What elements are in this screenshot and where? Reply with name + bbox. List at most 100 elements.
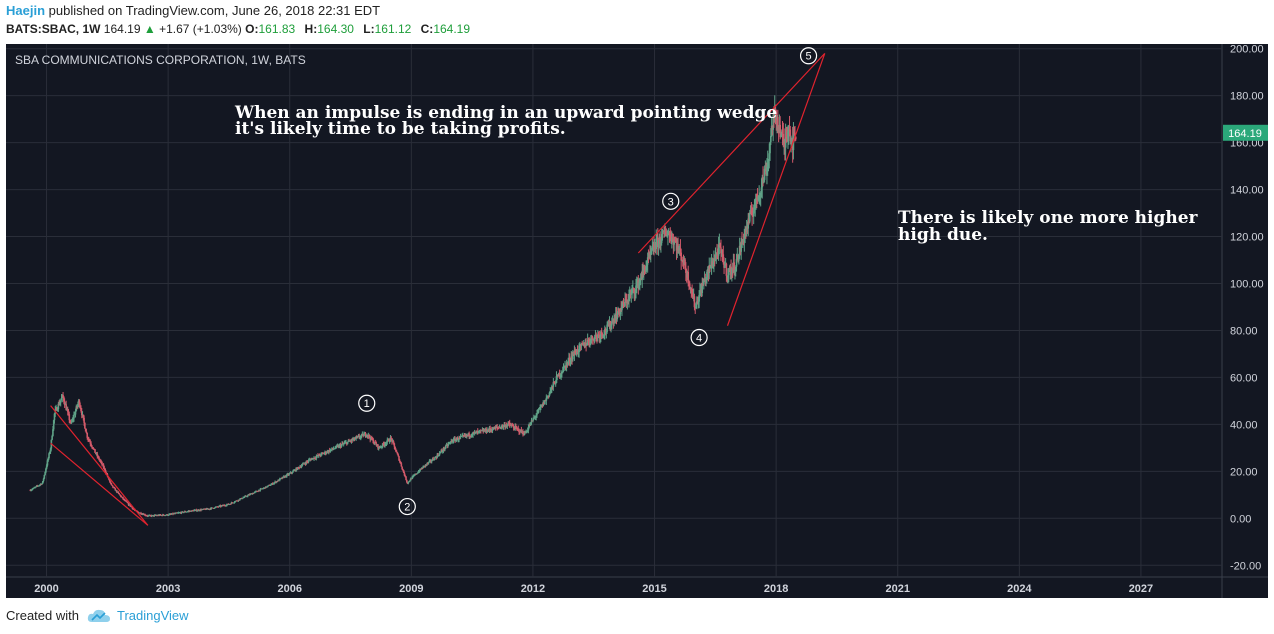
candle-body: [734, 266, 737, 271]
candle-body: [527, 427, 530, 431]
candle-body: [310, 458, 313, 461]
candle-body: [117, 492, 120, 494]
candle-body: [625, 299, 627, 300]
candle-body: [110, 483, 113, 485]
candle-body: [33, 487, 36, 489]
wave-label-5: 5: [799, 47, 818, 65]
candle-body: [390, 437, 393, 439]
low-value: 161.12: [374, 22, 412, 36]
candle-body: [760, 187, 763, 193]
candle-body: [101, 462, 103, 465]
high-value: 164.30: [317, 22, 354, 36]
candle-body: [363, 434, 365, 437]
candle-body: [645, 266, 647, 272]
candle-body: [131, 507, 134, 509]
wave-number: 4: [696, 333, 702, 345]
candle-body: [419, 468, 421, 472]
candle-body: [334, 448, 336, 449]
candle-body: [125, 500, 127, 502]
candle-body: [469, 436, 472, 437]
candle-body: [638, 282, 640, 289]
candle-body: [601, 333, 604, 336]
candle-body: [532, 418, 534, 421]
candle-body: [301, 464, 304, 466]
wave-number: 5: [805, 51, 811, 63]
price-chart[interactable]: -20.00 0.00 20.00 40.00 60.00 80.00 100.00 120.…: [6, 44, 1268, 598]
trendline-ending-wedge-upper: [637, 52, 826, 254]
candle-body: [523, 432, 526, 435]
candle-body: [455, 439, 457, 442]
candle-body: [96, 453, 99, 457]
candle-body: [116, 490, 118, 493]
candle-body: [646, 264, 648, 267]
candle-body: [85, 431, 88, 434]
candle-body: [421, 468, 424, 469]
candle-body: [754, 200, 757, 207]
candle-body: [641, 270, 644, 280]
wave-label-4: 4: [690, 328, 708, 347]
candle-body: [52, 429, 54, 436]
candle-body: [529, 425, 531, 426]
candle-body: [759, 194, 761, 196]
candle-body: [444, 445, 447, 449]
annotation-text: When an impulse is ending in an upward p…: [234, 103, 777, 123]
candle-body: [537, 409, 540, 411]
candle-body: [359, 437, 361, 439]
candle-body: [587, 339, 590, 342]
x-tick-label: 2024: [1007, 583, 1032, 595]
candle-body: [291, 472, 294, 474]
y-tick-label: 20.00: [1230, 466, 1258, 478]
candle-body: [411, 476, 414, 479]
candle-body: [88, 439, 91, 442]
candle-body: [78, 400, 81, 406]
candle-body: [333, 448, 336, 450]
candle-body: [405, 476, 407, 481]
candle-body: [547, 395, 550, 397]
candle-body: [515, 427, 518, 429]
candle-body: [239, 498, 241, 501]
candle-body: [416, 473, 418, 475]
candle-body: [716, 252, 718, 254]
candle-body: [530, 420, 533, 423]
candle-body: [232, 502, 235, 504]
candle-body: [759, 192, 762, 195]
candle-body: [622, 302, 625, 304]
chart-title: SBA COMMUNICATIONS CORPORATION, 1W, BATS: [15, 53, 306, 67]
candle-body: [441, 450, 443, 452]
candle-body: [109, 480, 111, 482]
x-tick-label: 2009: [399, 583, 423, 595]
candle-body: [72, 418, 74, 420]
candle-body: [52, 420, 55, 430]
candle-body: [379, 447, 382, 449]
candle-body: [402, 469, 404, 471]
candle-body: [559, 375, 562, 377]
candle-body: [98, 459, 101, 461]
candle-body: [505, 425, 507, 428]
author-link[interactable]: Haejin: [6, 3, 46, 18]
triangle-up-icon: ▲: [143, 22, 156, 36]
trendline-ending-wedge-lower: [726, 53, 826, 326]
candle-body: [418, 471, 421, 473]
candle-body: [624, 299, 626, 306]
candle-body: [408, 481, 410, 483]
candle-body: [41, 481, 44, 484]
candle-body: [449, 441, 452, 443]
candle-body: [735, 259, 738, 267]
candle-body: [648, 252, 651, 258]
candle-body: [695, 303, 697, 309]
candle-body: [113, 487, 116, 489]
candle-body: [515, 426, 517, 428]
candle-body: [576, 349, 579, 353]
wave-circle: [398, 497, 416, 516]
candle-body: [634, 292, 637, 294]
candle-body: [122, 497, 124, 500]
candle-body: [305, 461, 308, 464]
created-with-text: Created with: [6, 608, 79, 623]
candle-body: [391, 438, 393, 442]
candle-body: [102, 464, 105, 468]
candle-body: [375, 443, 378, 446]
candle-body: [413, 474, 416, 476]
tradingview-link[interactable]: TradingView: [116, 608, 189, 623]
candle-body: [540, 406, 542, 408]
trendline-early-wedge-upper: [50, 405, 149, 526]
